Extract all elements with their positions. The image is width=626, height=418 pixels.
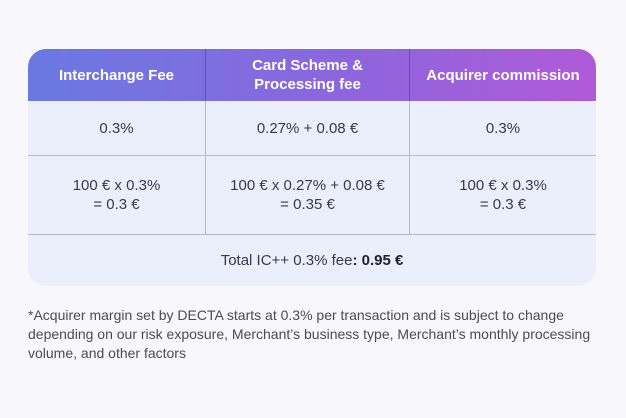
cell-text: 0.3% <box>99 119 134 137</box>
table-cell-rate-interchange: 0.3% <box>28 101 205 155</box>
header-card-scheme: Card Scheme & Processing fee <box>206 49 409 101</box>
table-cell-rate-card-scheme: 0.27% + 0.08 € <box>206 101 409 155</box>
cell-text-line2: = 0.35 € <box>280 196 335 213</box>
fee-table: Interchange Fee Card Scheme & Processing… <box>28 49 596 286</box>
cell-text-line1: 100 € x 0.3% <box>459 177 547 194</box>
row-divider <box>28 155 596 156</box>
header-interchange-fee: Interchange Fee <box>28 49 205 101</box>
row-divider <box>28 234 596 235</box>
table-cell-calc-card-scheme: 100 € x 0.27% + 0.08 € = 0.35 € <box>206 156 409 234</box>
cell-text-line2: = 0.3 € <box>479 196 527 213</box>
column-divider <box>409 101 410 235</box>
total-label: Total IC++ 0.3% fee <box>220 252 353 269</box>
cell-text-line1: 100 € x 0.3% <box>72 177 161 194</box>
cell-text: 0.27% + 0.08 € <box>256 119 359 137</box>
cell-text-line1: 100 € x 0.27% + 0.08 € <box>230 177 385 194</box>
header-divider <box>205 49 206 101</box>
header-card-scheme-line2: Processing fee <box>254 76 361 93</box>
footnote: *Acquirer margin set by DECTA starts at … <box>28 307 591 361</box>
column-divider <box>205 101 206 235</box>
cell-text: 0.3% <box>485 119 521 137</box>
table-cell-calc-acquirer: 100 € x 0.3% = 0.3 € <box>410 156 596 234</box>
header-divider <box>409 49 410 101</box>
table-cell-calc-interchange: 100 € x 0.3% = 0.3 € <box>28 156 205 234</box>
header-acquirer-commission: Acquirer commission <box>410 49 596 101</box>
header-interchange-fee-line1: Interchange Fee <box>58 66 175 84</box>
total-value: : 0.95 € <box>352 252 404 269</box>
total-row: Total IC++ 0.3% fee: 0.95 € <box>28 235 596 286</box>
header-acquirer-commission-line1: Acquirer commission <box>426 66 580 84</box>
table-header: Interchange Fee Card Scheme & Processing… <box>28 49 596 101</box>
table-cell-rate-acquirer: 0.3% <box>410 101 596 155</box>
cell-text-line2: = 0.3 € <box>93 196 140 213</box>
header-card-scheme-line1: Card Scheme & <box>252 57 363 74</box>
